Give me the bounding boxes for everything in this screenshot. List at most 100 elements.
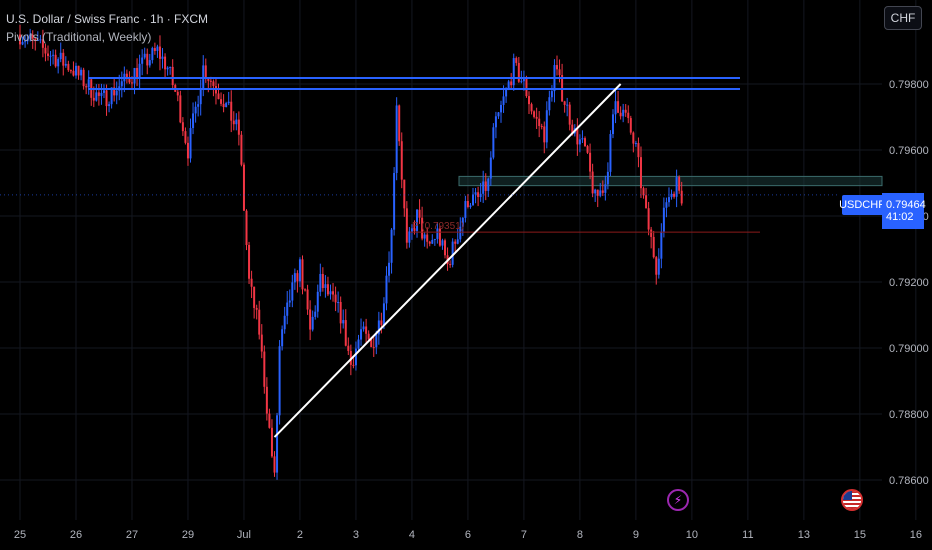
candle-body (102, 90, 105, 93)
candle-body (550, 91, 553, 98)
candle-body (304, 289, 307, 291)
price-tick-label: 0.79800 (889, 79, 929, 91)
candle-body (581, 138, 584, 140)
candle-body (408, 231, 411, 243)
lightning-icon[interactable]: ⚡ (667, 489, 689, 511)
candle-body (34, 38, 37, 41)
candle-body (482, 181, 485, 194)
candle-body (72, 70, 75, 76)
time-tick-label: 25 (14, 529, 26, 541)
candle-body (423, 234, 426, 239)
candle-body (662, 207, 665, 232)
candle-body (85, 86, 88, 88)
candle-body (321, 273, 324, 288)
candle-body (515, 58, 518, 63)
candle-body (617, 101, 620, 113)
candle-body (405, 208, 408, 243)
candle-body (21, 41, 24, 45)
candle-body (479, 193, 482, 198)
candle-body (342, 320, 345, 324)
candle-body (176, 91, 179, 96)
candle-body (492, 127, 495, 158)
price-tag: USDCHF 0.79464 41:02 (839, 193, 926, 229)
candle-body (667, 197, 670, 203)
candle-body (158, 46, 161, 59)
candle-body (248, 244, 251, 279)
candle-body (130, 82, 133, 84)
us-flag-icon[interactable] (841, 489, 863, 511)
candle-body (670, 193, 673, 198)
candle-body (100, 92, 103, 96)
candle-body (530, 104, 533, 112)
candle-body (156, 46, 159, 51)
candle-body (286, 302, 289, 316)
candle-body (673, 193, 676, 197)
candle-body (296, 273, 299, 282)
candle-body (512, 58, 515, 86)
candle-body (372, 347, 375, 349)
candle-body (309, 309, 312, 330)
candle-body (276, 415, 279, 473)
candle-body (222, 103, 225, 108)
candle-body (113, 87, 116, 96)
time-tick-label: 27 (126, 529, 138, 541)
candle-body (354, 348, 357, 366)
candle-body (97, 92, 100, 96)
candle-body (520, 81, 523, 83)
candle-body (77, 65, 80, 76)
candle-body (164, 56, 167, 70)
candle-body (639, 157, 642, 189)
candle-body (431, 239, 434, 244)
candle-body (334, 294, 337, 303)
candle-body (69, 70, 72, 72)
candle-body (291, 282, 294, 301)
time-tick-label: 7 (521, 529, 527, 541)
candle-body (517, 62, 520, 82)
trendline (273, 83, 622, 438)
candle-body (533, 111, 536, 117)
candle-body (675, 177, 678, 197)
candle-body (400, 141, 403, 180)
candle-body (31, 34, 34, 39)
candle-body (105, 90, 108, 107)
candle-body (337, 301, 340, 303)
time-tick-label: Jul (237, 529, 251, 541)
candle-body (62, 52, 65, 66)
candle-body (395, 105, 398, 173)
candle-body (260, 334, 263, 352)
candle-body (253, 286, 256, 308)
indicator-label[interactable]: Pivots (Traditional, Weekly) (6, 30, 152, 44)
candle-body (220, 99, 223, 104)
candle-body (650, 229, 653, 237)
candle-body (388, 262, 391, 276)
price-tick-label: 0.78800 (889, 409, 929, 421)
candle-body (606, 171, 609, 185)
pivot-label: P (0.79351) (412, 221, 464, 232)
candle-body (273, 456, 276, 473)
candle-body (306, 289, 309, 310)
candle-body (232, 120, 235, 125)
candle-body (230, 101, 233, 121)
candle-body (367, 333, 370, 340)
candle-body (403, 179, 406, 209)
candle-body (502, 96, 505, 105)
candle-body (637, 143, 640, 158)
candle-body (438, 228, 441, 246)
candle-body (571, 124, 574, 134)
candle-body (169, 66, 172, 68)
currency-button[interactable]: CHF (884, 6, 922, 30)
candle-body (57, 59, 60, 67)
candle-body (283, 315, 286, 330)
candle-body (421, 217, 424, 239)
candle-body (143, 53, 146, 58)
candle-body (459, 226, 462, 240)
candle-body (278, 346, 281, 416)
candle-body (265, 386, 268, 414)
candle-body (141, 57, 144, 64)
candle-body (217, 93, 220, 100)
candle-body (92, 97, 95, 101)
candle-body (416, 209, 419, 231)
candle-body (474, 192, 477, 195)
candle-body (614, 101, 617, 115)
